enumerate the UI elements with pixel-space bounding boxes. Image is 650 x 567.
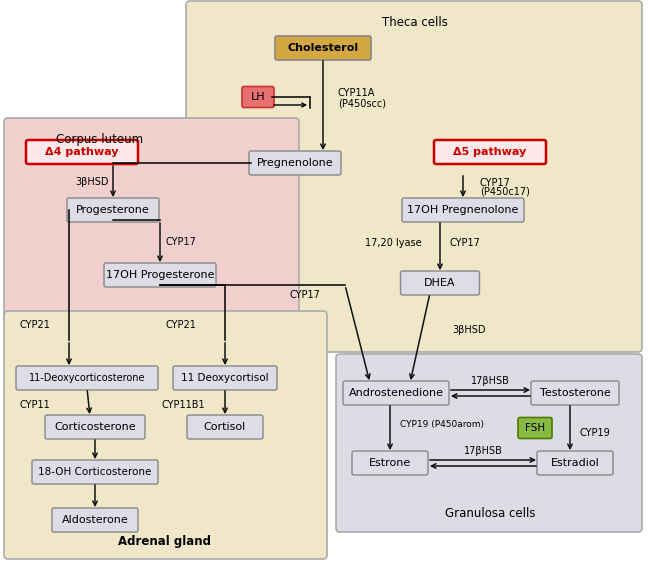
- Text: Cholesterol: Cholesterol: [287, 43, 359, 53]
- Text: Cortisol: Cortisol: [204, 422, 246, 432]
- FancyBboxPatch shape: [242, 87, 274, 108]
- Text: 17βHSB: 17βHSB: [471, 376, 510, 386]
- Text: 17OH Progesterone: 17OH Progesterone: [106, 270, 214, 280]
- Text: Estrone: Estrone: [369, 458, 411, 468]
- FancyBboxPatch shape: [187, 415, 263, 439]
- Text: Aldosterone: Aldosterone: [62, 515, 129, 525]
- FancyBboxPatch shape: [52, 508, 138, 532]
- Text: CYP17: CYP17: [165, 237, 196, 247]
- Text: 18-OH Corticosterone: 18-OH Corticosterone: [38, 467, 151, 477]
- FancyBboxPatch shape: [16, 366, 158, 390]
- Text: Corpus luteum: Corpus luteum: [57, 133, 144, 146]
- Text: 11-Deoxycorticosterone: 11-Deoxycorticosterone: [29, 373, 145, 383]
- FancyBboxPatch shape: [537, 451, 613, 475]
- FancyBboxPatch shape: [336, 354, 642, 532]
- Text: 17,20 lyase: 17,20 lyase: [365, 238, 422, 248]
- FancyBboxPatch shape: [186, 1, 642, 352]
- FancyBboxPatch shape: [249, 151, 341, 175]
- Text: Pregnenolone: Pregnenolone: [257, 158, 333, 168]
- Text: CYP21: CYP21: [165, 320, 196, 330]
- FancyBboxPatch shape: [4, 311, 327, 559]
- Text: Δ4 pathway: Δ4 pathway: [46, 147, 119, 157]
- Text: CYP11: CYP11: [20, 400, 51, 410]
- Text: LH: LH: [251, 92, 265, 102]
- Text: 3βHSD: 3βHSD: [452, 325, 486, 335]
- Text: 3βHSD: 3βHSD: [75, 177, 109, 187]
- Text: CYP17: CYP17: [480, 178, 511, 188]
- Text: Testosterone: Testosterone: [540, 388, 610, 398]
- FancyBboxPatch shape: [343, 381, 449, 405]
- FancyBboxPatch shape: [352, 451, 428, 475]
- Text: Androstenedione: Androstenedione: [348, 388, 443, 398]
- FancyBboxPatch shape: [402, 198, 524, 222]
- FancyBboxPatch shape: [400, 271, 480, 295]
- Text: Estradiol: Estradiol: [551, 458, 599, 468]
- Text: CYP19: CYP19: [580, 428, 611, 438]
- Text: CYP11B1: CYP11B1: [162, 400, 205, 410]
- Text: Δ5 pathway: Δ5 pathway: [454, 147, 526, 157]
- Text: Theca cells: Theca cells: [382, 16, 448, 29]
- Text: (P450c17): (P450c17): [480, 187, 530, 197]
- Text: Progesterone: Progesterone: [76, 205, 150, 215]
- FancyBboxPatch shape: [531, 381, 619, 405]
- Text: CYP11A: CYP11A: [338, 88, 376, 98]
- Text: CYP19 (P450arom): CYP19 (P450arom): [400, 421, 484, 429]
- Text: DHEA: DHEA: [424, 278, 456, 288]
- FancyBboxPatch shape: [518, 417, 552, 438]
- FancyBboxPatch shape: [32, 460, 158, 484]
- Text: Corticosterone: Corticosterone: [54, 422, 136, 432]
- FancyBboxPatch shape: [104, 263, 216, 287]
- Text: CYP21: CYP21: [20, 320, 51, 330]
- Text: Granulosa cells: Granulosa cells: [445, 507, 535, 520]
- Text: CYP17: CYP17: [290, 290, 321, 300]
- FancyBboxPatch shape: [275, 36, 371, 60]
- FancyBboxPatch shape: [434, 140, 546, 164]
- FancyBboxPatch shape: [45, 415, 145, 439]
- Text: 17βHSB: 17βHSB: [463, 446, 502, 456]
- Text: 17OH Pregnenolone: 17OH Pregnenolone: [408, 205, 519, 215]
- Text: (P450scc): (P450scc): [338, 98, 386, 108]
- FancyBboxPatch shape: [26, 140, 138, 164]
- Text: Adrenal gland: Adrenal gland: [118, 535, 211, 548]
- Text: FSH: FSH: [525, 423, 545, 433]
- Text: 11 Deoxycortisol: 11 Deoxycortisol: [181, 373, 269, 383]
- Text: CYP17: CYP17: [450, 238, 481, 248]
- FancyBboxPatch shape: [173, 366, 277, 390]
- FancyBboxPatch shape: [67, 198, 159, 222]
- FancyBboxPatch shape: [4, 118, 299, 322]
